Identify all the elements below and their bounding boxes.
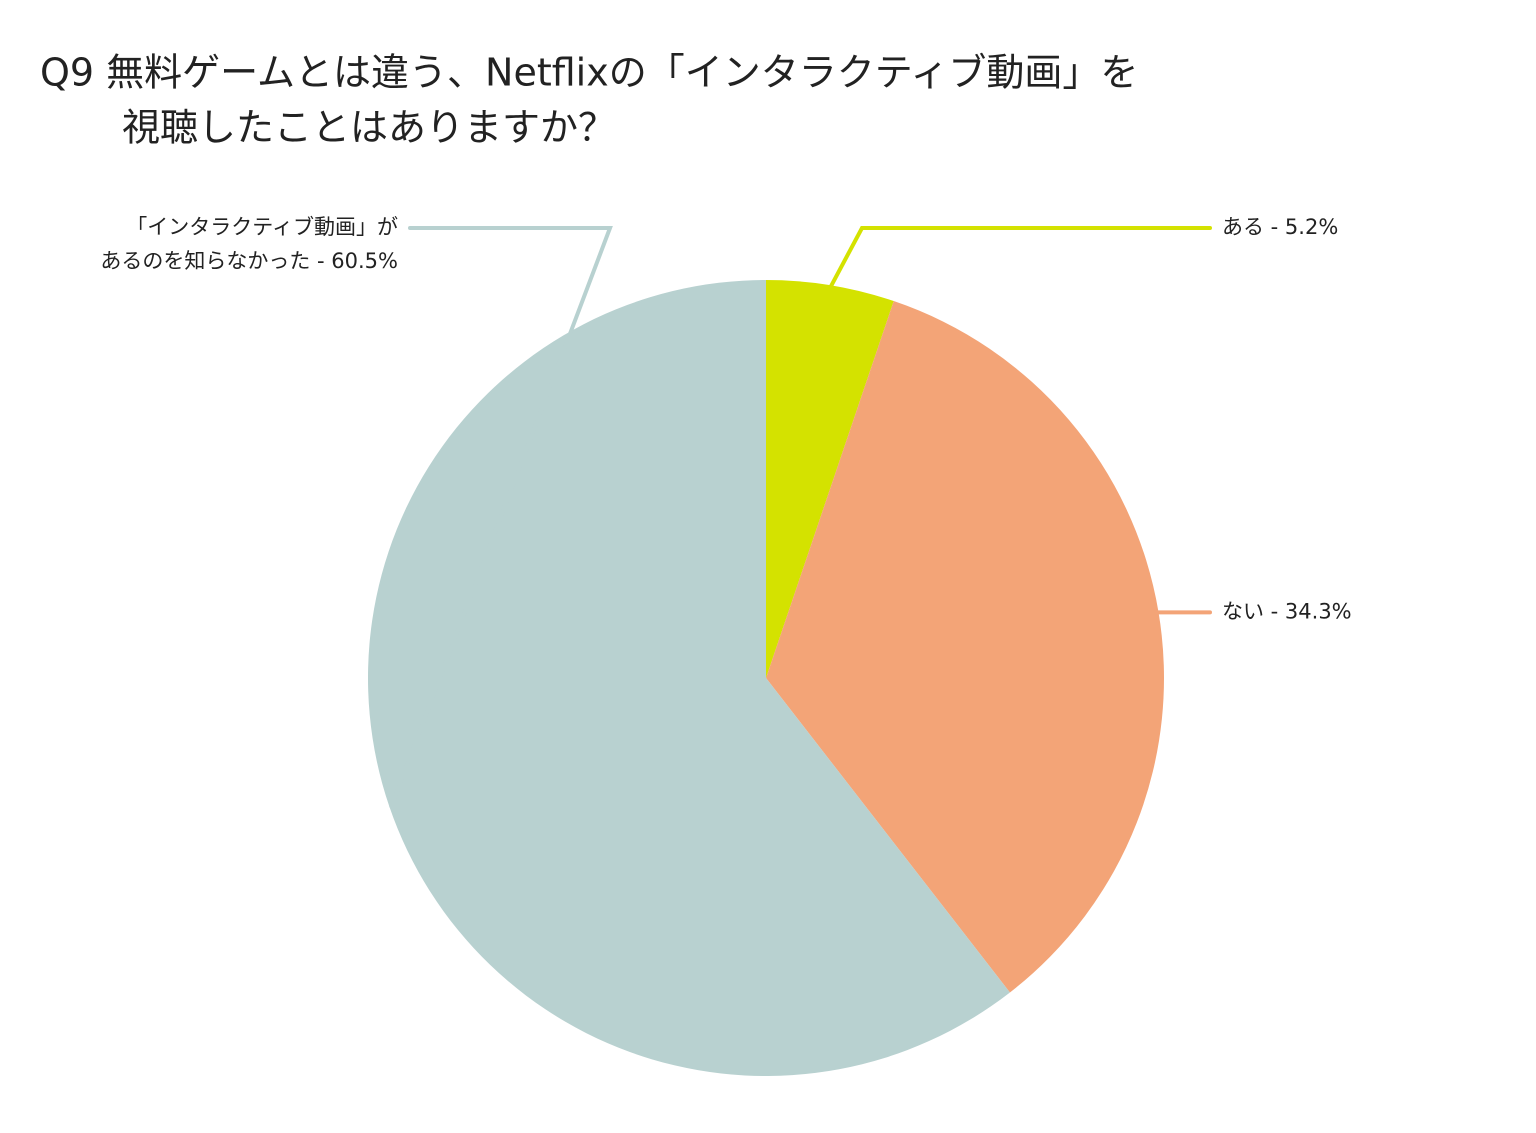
leader-line xyxy=(389,226,613,809)
pie-slice xyxy=(368,280,1010,1076)
pie-slice xyxy=(766,280,894,678)
data-label: ある - 5.2% xyxy=(1222,215,1338,239)
pie-slice xyxy=(766,301,1165,993)
chart-title: 視聴したことはありますか？ xyxy=(122,106,616,150)
data-label: ない - 34.3% xyxy=(1222,599,1352,623)
data-label: 「インタラクティブ動画」が xyxy=(126,215,398,239)
leader-line xyxy=(828,226,1212,290)
data-label: あるのを知らなかった - 60.5% xyxy=(100,249,398,273)
chart-title: Q9 無料ゲームとは違う、Netflixの「インタラクティブ動画」を xyxy=(40,51,1138,95)
